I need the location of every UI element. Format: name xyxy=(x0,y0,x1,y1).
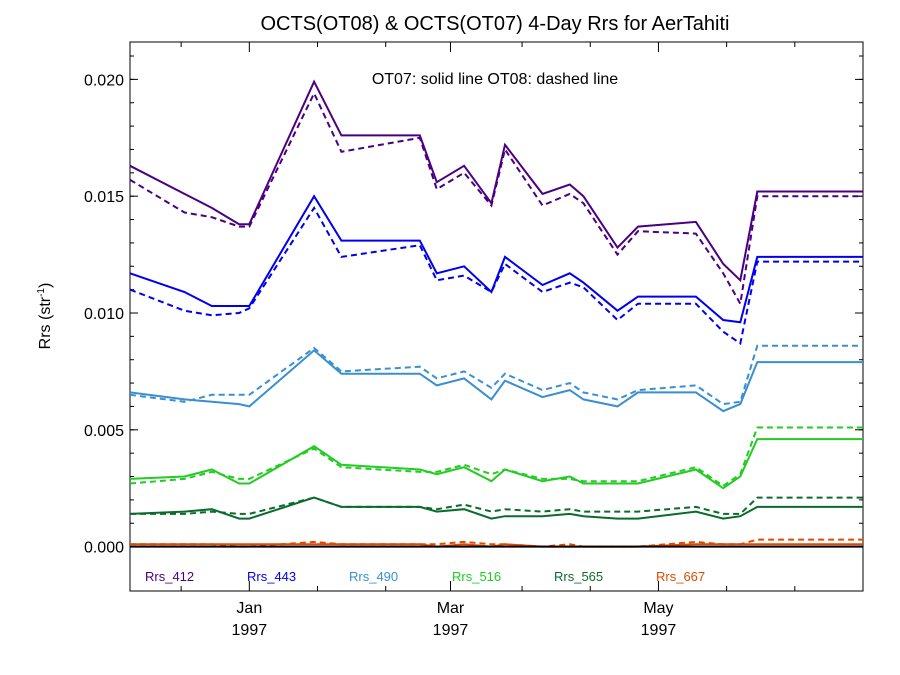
legend-entry-rrs-490: Rrs_490 xyxy=(349,569,398,584)
rrs-667-ot08-dashed-line xyxy=(130,538,863,548)
y-axis: 0.000 0.005 0.010 0.015 0.020 xyxy=(84,55,863,557)
y-axis-label: Rrs (str-1) xyxy=(36,283,54,350)
rrs-516-ot07-solid-line xyxy=(129,438,863,490)
rrs-443-ot08-dashed-line xyxy=(129,205,863,346)
rrs-516-ot08-dashed-line xyxy=(129,426,863,488)
y-tick-label: 0.005 xyxy=(84,423,124,440)
y-tick-label: 0.020 xyxy=(84,72,124,89)
chart-title: OCTS(OT08) & OCTS(OT07) 4-Day Rrs for Ae… xyxy=(261,13,730,35)
legend-entry-rrs-516: Rrs_516 xyxy=(452,569,501,584)
y-axis-label-main: Rrs (str xyxy=(37,296,54,349)
x-tick-label-year: 1997 xyxy=(433,622,469,639)
rrs-412-ot08-dashed-line xyxy=(129,91,863,307)
legend-entry-rrs-565: Rrs_565 xyxy=(554,569,603,584)
legend: Rrs_412 Rrs_443 Rrs_490 Rrs_516 Rrs_565 Rrs_6… xyxy=(145,569,705,584)
series-lines xyxy=(129,79,863,548)
rrs-565-ot08-dashed-line xyxy=(130,496,863,515)
y-tick-label: 0.015 xyxy=(84,189,124,206)
y-axis-label-close: ) xyxy=(37,283,54,288)
legend-entry-rrs-412: Rrs_412 xyxy=(145,569,194,584)
y-tick-label: 0.000 xyxy=(84,540,124,557)
legend-entry-rrs-443: Rrs_443 xyxy=(247,569,296,584)
y-axis-label-sup: -1 xyxy=(36,288,47,297)
rrs-490-ot07-solid-line xyxy=(129,349,863,413)
chart-subtitle: OT07: solid line OT08: dashed line xyxy=(372,71,618,88)
x-tick-label-month: Mar xyxy=(437,600,465,617)
x-tick-label-month: May xyxy=(643,600,673,617)
rrs-412-ot07-solid-line xyxy=(129,79,863,283)
rrs-443-ot07-solid-line xyxy=(129,194,863,324)
x-tick-label-year: 1997 xyxy=(232,622,268,639)
legend-entry-rrs-667: Rrs_667 xyxy=(656,569,705,584)
rrs-490-ot08-dashed-line xyxy=(129,344,863,406)
x-axis: Jan 1997 Mar 1997 May 1997 xyxy=(180,42,796,639)
plot-frame xyxy=(129,41,864,592)
x-tick-label-month: Jan xyxy=(236,600,262,617)
y-tick-label: 0.010 xyxy=(84,306,124,323)
rrs-565-ot07-solid-line xyxy=(129,496,863,520)
x-tick-label-year: 1997 xyxy=(641,622,677,639)
